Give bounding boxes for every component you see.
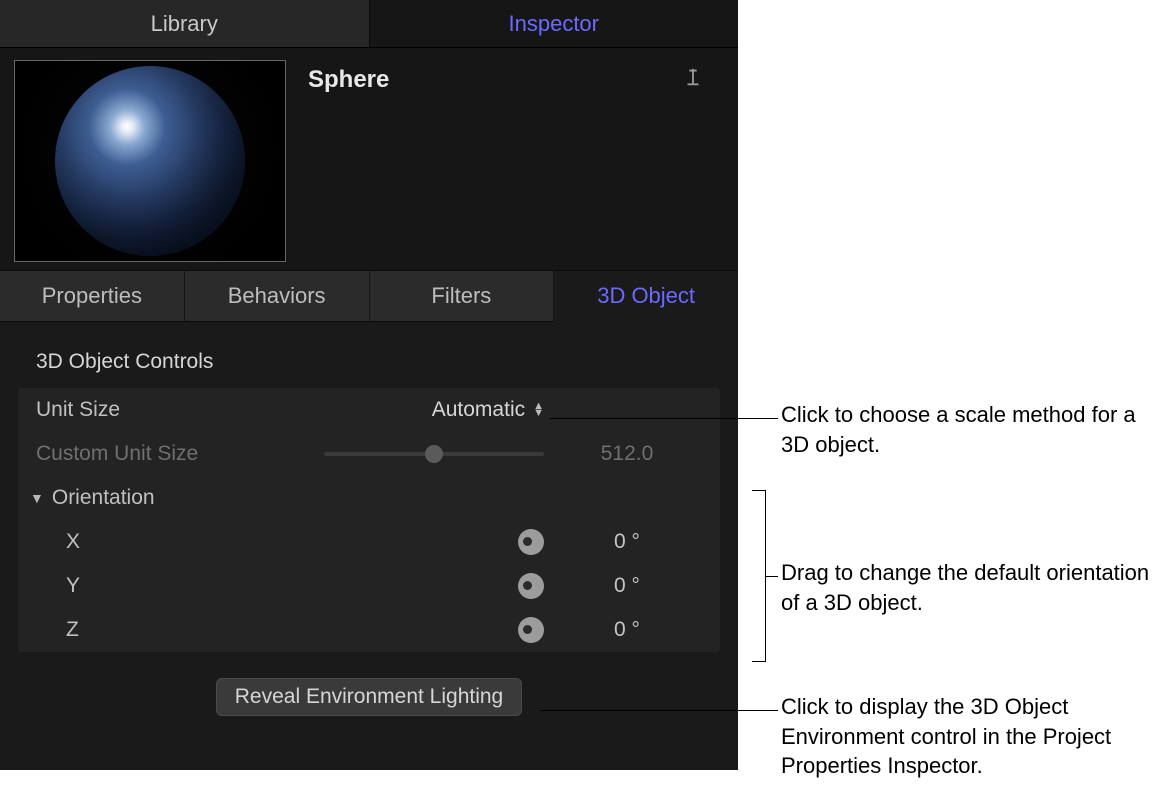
custom-unit-size-label: Custom Unit Size: [36, 442, 266, 466]
dial-y[interactable]: [518, 573, 544, 599]
controls-panel: 3D Object Controls Unit Size Automatic ▲…: [0, 322, 738, 726]
object-preview: [14, 60, 286, 262]
unit-size-label: Unit Size: [36, 398, 266, 422]
tab-inspector-label: Inspector: [509, 11, 600, 37]
tab-library-label: Library: [151, 11, 218, 37]
row-orientation-z: Z 0 °: [18, 608, 720, 652]
leader-line-2: [766, 576, 778, 577]
row-unit-size: Unit Size Automatic ▲▼: [18, 388, 720, 432]
controls-rows: Unit Size Automatic ▲▼ Custom Unit Size: [18, 388, 720, 652]
tab-inspector[interactable]: Inspector: [370, 0, 739, 47]
reveal-wrap: Reveal Environment Lighting: [18, 652, 720, 726]
subtab-properties[interactable]: Properties: [0, 270, 185, 322]
annotation-1: Click to choose a scale method for a 3D …: [781, 400, 1141, 459]
axis-x-value: 0 °: [552, 530, 702, 554]
unit-size-select[interactable]: Automatic ▲▼: [432, 398, 544, 422]
subtab-3d-object[interactable]: 3D Object: [554, 270, 738, 322]
sub-tab-bar: Properties Behaviors Filters 3D Object: [0, 270, 738, 322]
sphere-preview: [55, 66, 245, 256]
object-title-area: Sphere: [286, 60, 724, 258]
dial-z[interactable]: [518, 617, 544, 643]
annotation-2: Drag to change the default orientation o…: [781, 558, 1151, 617]
leader-line-1: [550, 418, 778, 419]
section-title: 3D Object Controls: [18, 340, 720, 388]
custom-unit-size-value: 512.0: [552, 442, 702, 466]
reveal-button-label: Reveal Environment Lighting: [235, 685, 504, 708]
axis-y-label: Y: [66, 574, 296, 598]
inspector-panel: Library Inspector Sphere Properties: [0, 0, 738, 770]
pin-icon[interactable]: [682, 66, 708, 92]
subtab-3d-object-label: 3D Object: [597, 283, 695, 309]
axis-z-label: Z: [66, 618, 296, 642]
dial-x[interactable]: [518, 529, 544, 555]
row-orientation-x: X 0 °: [18, 520, 720, 564]
object-title: Sphere: [308, 66, 389, 93]
top-tab-bar: Library Inspector: [0, 0, 738, 48]
subtab-behaviors[interactable]: Behaviors: [185, 270, 370, 322]
row-orientation-y: Y 0 °: [18, 564, 720, 608]
orientation-label: Orientation: [52, 486, 702, 510]
axis-z-value: 0 °: [552, 618, 702, 642]
subtab-behaviors-label: Behaviors: [228, 283, 326, 309]
subtab-filters[interactable]: Filters: [370, 270, 555, 322]
axis-y-value: 0 °: [552, 574, 702, 598]
slider-thumb[interactable]: [425, 445, 443, 463]
annotation-3: Click to display the 3D Object Environme…: [781, 692, 1171, 781]
stepper-arrows-icon: ▲▼: [533, 403, 544, 417]
custom-unit-size-slider[interactable]: [324, 452, 544, 456]
disclosure-triangle-icon[interactable]: ▼: [30, 490, 44, 506]
tab-library[interactable]: Library: [0, 0, 370, 47]
preview-header: Sphere: [0, 48, 738, 270]
reveal-environment-lighting-button[interactable]: Reveal Environment Lighting: [216, 678, 523, 716]
subtab-filters-label: Filters: [431, 283, 491, 309]
axis-x-label: X: [66, 530, 296, 554]
subtab-properties-label: Properties: [42, 283, 142, 309]
unit-size-value: Automatic: [432, 398, 525, 422]
bracket-orientation: [752, 490, 766, 662]
leader-line-3: [540, 710, 778, 711]
row-custom-unit-size: Custom Unit Size 512.0: [18, 432, 720, 476]
row-orientation[interactable]: ▼ Orientation: [18, 476, 720, 520]
